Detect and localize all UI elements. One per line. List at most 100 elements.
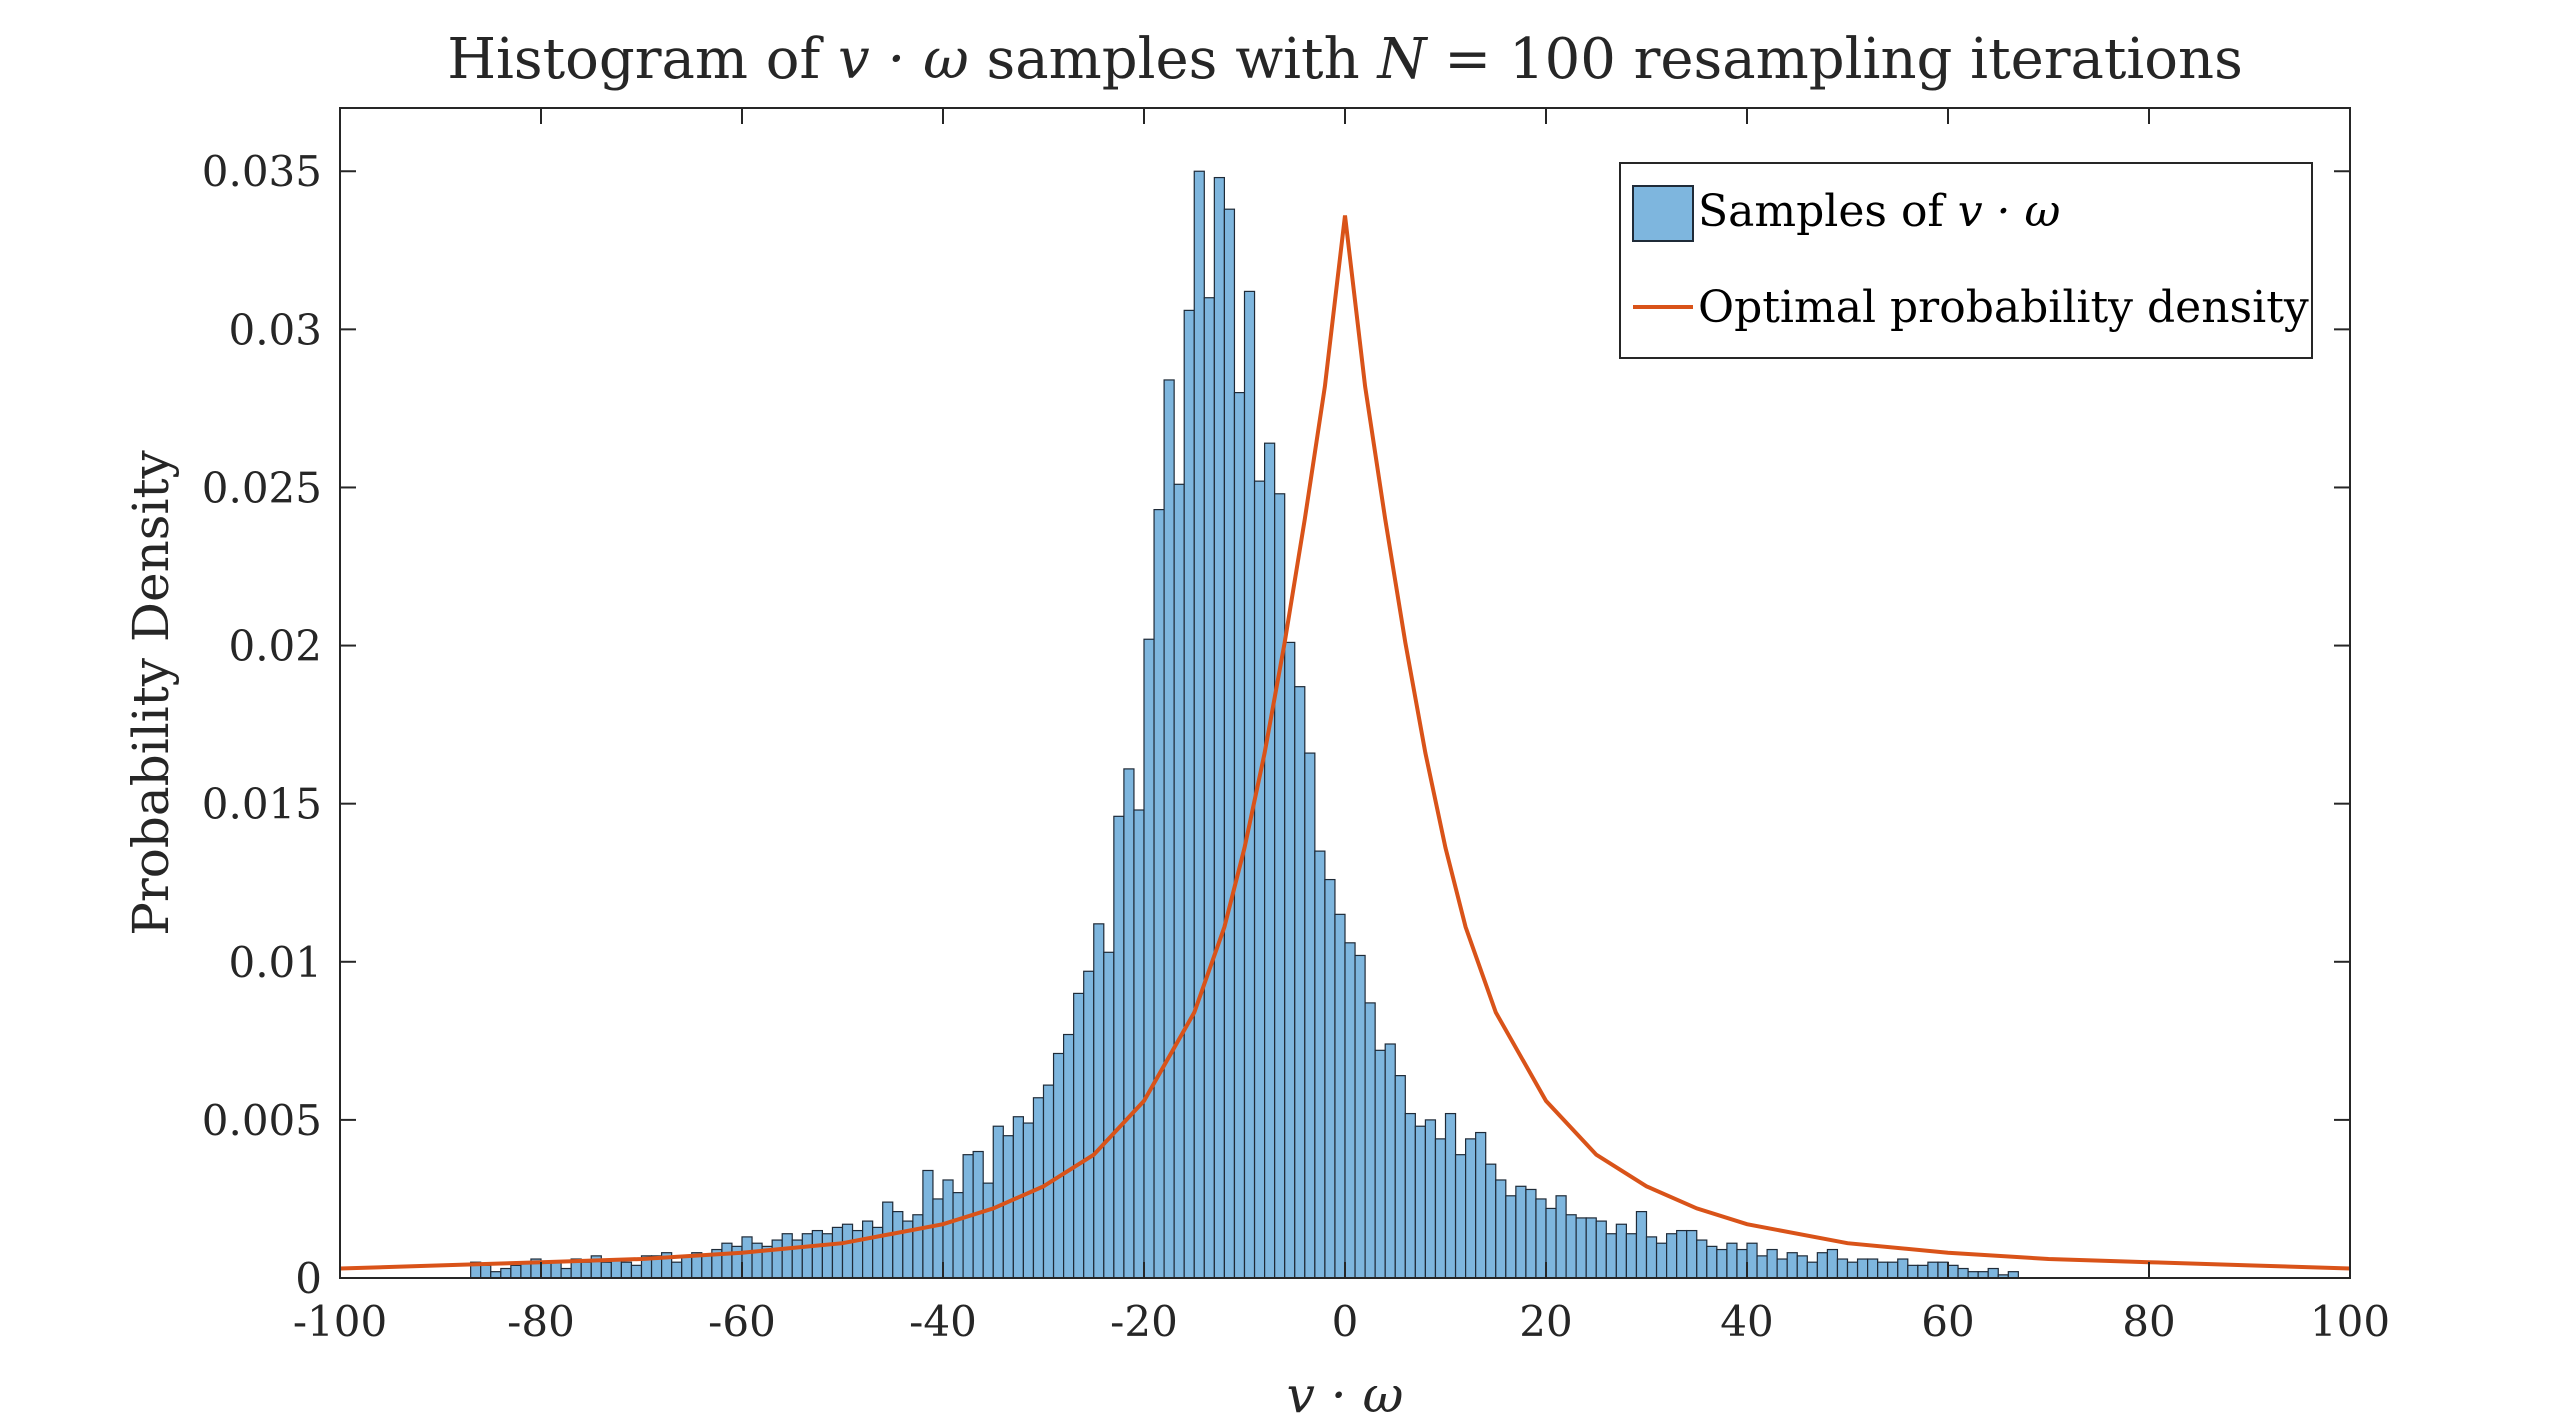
histogram-bar [922,1169,934,1279]
histogram-bar [1947,1264,1959,1279]
histogram-bar [1113,815,1125,1279]
histogram-bar [1103,951,1115,1279]
histogram-bar [550,1261,562,1279]
y-tick-label: 0.035 [202,147,322,196]
x-tick-label: 60 [1921,1297,1974,1346]
histogram-bar [992,1125,1004,1279]
histogram-bar [1877,1261,1889,1279]
legend-label-samples-math: v · ω [1958,186,2061,237]
histogram-bar [1384,1043,1396,1279]
histogram-bar [1434,1138,1447,1279]
histogram-bar [1625,1233,1638,1279]
histogram-bar [912,1214,924,1279]
legend-swatch-samples [1632,185,1694,242]
histogram-bar [510,1264,522,1279]
histogram-bar [1324,878,1336,1279]
legend: Samples of v · ω Optimal probability den… [1619,162,2313,359]
x-tick-label: 100 [2310,1297,2390,1346]
histogram-bar [982,1182,994,1279]
histogram-bar [1605,1233,1617,1279]
histogram-bar [1344,942,1356,1279]
histogram-bar [1314,850,1326,1279]
histogram-bar [1052,1052,1065,1279]
title-part-1: Histogram of [447,27,838,92]
histogram-bar [500,1267,512,1279]
histogram-bar [620,1261,633,1279]
histogram-bar [1545,1207,1557,1279]
histogram-bar [1696,1239,1708,1279]
histogram-bar [1766,1248,1778,1279]
histogram-bar [1555,1195,1567,1279]
legend-label-density: Optimal probability density [1698,282,2309,333]
histogram-bar [1284,641,1296,1279]
histogram-bar [630,1264,643,1279]
histogram-bar [1173,483,1185,1279]
title-part-3: = 100 resampling iterations [1426,27,2242,92]
histogram-bar [1615,1223,1627,1279]
histogram-bar [1334,913,1346,1279]
x-tick-label: -40 [909,1297,977,1346]
histogram-bar [1233,391,1246,1279]
legend-box [1619,162,2313,359]
histogram-bar [1193,170,1205,1279]
histogram-bar [1686,1229,1698,1279]
histogram-bar [1786,1252,1798,1279]
plot-area: -100 -80 -60 -40 -20 0 20 40 60 80 100 00.0050.010… [202,107,2390,1346]
x-tick-label: -100 [293,1297,387,1346]
y-tick-label: 0.01 [228,938,322,987]
histogram-bar [1153,508,1165,1279]
chart-title: Histogram of v · ω samples with N = 100 … [447,27,2243,92]
histogram-bar [1093,923,1105,1279]
histogram-bar [1655,1242,1668,1279]
histogram-bar [1676,1229,1688,1279]
histogram-bar [1253,480,1266,1279]
histogram-bar [1354,954,1366,1279]
histogram-bar [751,1242,763,1279]
histogram-bar [1374,1049,1386,1279]
histogram-bar [1485,1163,1497,1279]
histogram-bar [540,1261,552,1279]
histogram-bar [1454,1154,1467,1279]
histogram-bar [701,1255,713,1279]
histogram-bar [1957,1267,1969,1279]
histogram-bar [771,1239,783,1279]
histogram-bar [841,1223,854,1279]
histogram-bar [1595,1220,1607,1279]
x-tick-label: -80 [507,1297,575,1346]
histogram-bar [811,1229,823,1279]
histogram-bar [721,1242,733,1279]
histogram-bar [1083,970,1095,1279]
y-tick-label: 0.005 [202,1096,322,1145]
title-math-2: N [1375,27,1428,92]
title-part-2: samples with [969,27,1378,92]
histogram-bar [1917,1264,1929,1279]
x-tick-label: -60 [708,1297,776,1346]
histogram-bar [1897,1258,1909,1279]
histogram-bar [1736,1248,1748,1279]
x-tick-label: 0 [1332,1297,1359,1346]
histogram-bar [1927,1261,1939,1279]
histogram-bar [1062,1033,1075,1279]
y-tick-label: 0 [295,1254,322,1303]
y-ticks: 0 0.005 0.01 0.015 0.02 0.025 0.03 0.035 [202,147,2350,1303]
histogram-bar [1424,1119,1437,1279]
histogram-bar [1002,1135,1014,1279]
histogram-bar [600,1261,612,1279]
y-tick-label: 0.025 [202,463,322,512]
x-ticks: -100 -80 -60 -40 -20 0 20 40 60 80 100 [293,108,2390,1346]
x-axis-label: v · ω [1287,1366,1404,1420]
histogram-bar [1515,1185,1527,1279]
histogram-bar [1635,1210,1648,1279]
histogram-bar [1294,686,1306,1279]
histogram-bar [1826,1248,1839,1279]
histogram-bar [580,1261,592,1279]
x-tick-label: 40 [1720,1297,1773,1346]
histogram-bar [1123,768,1135,1279]
histogram-bar [480,1264,492,1279]
histogram-bar [1183,309,1195,1279]
histogram-bar [1907,1264,1919,1279]
histogram-bar [1776,1258,1788,1279]
histogram-bar [1746,1242,1758,1279]
legend-label-samples-text: Samples of [1698,186,1958,237]
